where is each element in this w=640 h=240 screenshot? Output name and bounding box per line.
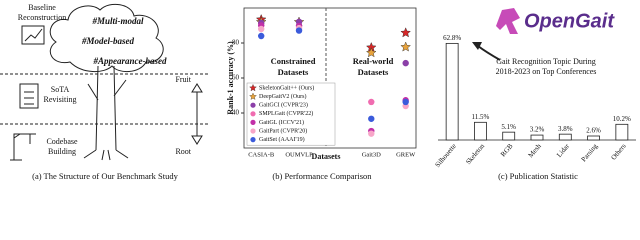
point xyxy=(368,130,375,137)
y-tick-label: 60 xyxy=(232,74,240,82)
panel-a xyxy=(0,3,210,161)
value-label: 11.5% xyxy=(472,113,490,121)
legend-marker xyxy=(249,92,257,100)
tree-tag: #Appearance-based xyxy=(93,56,167,66)
step-label: Reconstruction xyxy=(18,13,66,22)
y-tick-label: 40 xyxy=(232,109,240,117)
x-tick-label: Lidar xyxy=(555,142,571,159)
step-label: Revisiting xyxy=(44,95,77,104)
caption: (b) Performance Comparison xyxy=(272,171,372,181)
x-tick-label: GREW xyxy=(396,151,416,158)
bar xyxy=(587,135,600,141)
legend-label: GaitSet (AAAI'19) xyxy=(259,136,305,143)
bar xyxy=(474,121,487,141)
arrow-label: Root xyxy=(175,147,191,156)
step-label: Codebase xyxy=(46,137,78,146)
y-tick-label: 80 xyxy=(232,39,240,47)
chart-title: 2018-2023 on Top Conferences xyxy=(496,67,597,76)
logo: OpenGait xyxy=(524,10,615,32)
chart-title: Gait Recognition Topic During xyxy=(496,57,596,66)
value-label: 2.6% xyxy=(586,127,601,135)
annotation: Real-world xyxy=(353,56,394,66)
value-label: 62.8% xyxy=(443,34,461,42)
bar xyxy=(558,133,572,141)
legend-label: DeepGaitV2 (Ours) xyxy=(259,93,306,100)
point xyxy=(366,47,377,58)
point xyxy=(258,32,265,40)
annotation: Datasets xyxy=(358,67,389,77)
point xyxy=(400,27,411,38)
point xyxy=(400,41,411,52)
bar xyxy=(615,123,629,141)
x-tick-label: OUMVLP xyxy=(285,151,313,158)
step-label: Baseline xyxy=(28,3,56,12)
x-tick-label: RGB xyxy=(499,142,515,158)
legend-label: SMPLGait (CVPR'22) xyxy=(259,110,313,117)
tree-crown xyxy=(49,3,164,72)
point xyxy=(402,59,409,67)
legend-marker xyxy=(249,84,257,92)
point xyxy=(402,98,409,106)
x-tick-label: CASIA-B xyxy=(248,151,275,158)
chart-icon-line xyxy=(24,28,43,42)
x-tick-label: Mesh xyxy=(527,142,543,159)
point xyxy=(368,98,375,106)
chart-icon xyxy=(21,25,45,45)
clipboard-icon-lines xyxy=(24,91,34,105)
tree-tag: #Model-based xyxy=(81,36,134,46)
value-label: 10.2% xyxy=(613,115,631,123)
step-label: SoTA xyxy=(51,85,70,94)
clipboard-icon xyxy=(19,83,39,109)
caption: (a) The Structure of Our Benchmark Study xyxy=(32,171,178,181)
value-label: 5.1% xyxy=(501,123,516,131)
legend-label: GaitGCI (CVPR'23) xyxy=(259,102,308,109)
point xyxy=(368,115,375,122)
tree-trunk xyxy=(83,65,129,161)
annotation: Constrained xyxy=(271,56,316,66)
x-tick-label: Parsing xyxy=(580,142,600,164)
point xyxy=(295,27,303,34)
tree-tag: #Multi-modal xyxy=(91,16,144,26)
value-label: 3.8% xyxy=(558,125,573,133)
caption: (c) Publication Statistic xyxy=(498,171,578,181)
point xyxy=(258,25,265,33)
x-tick-label: Gait3D xyxy=(362,151,381,158)
pointer-arrow xyxy=(477,45,501,61)
step-label: Building xyxy=(48,147,76,156)
arrow-label: Fruit xyxy=(175,75,191,84)
crane-icon xyxy=(10,133,36,161)
x-tick-label: Silhouette xyxy=(434,142,458,169)
legend-label: GaitPart (CVPR'20) xyxy=(259,127,307,134)
annotation: Datasets xyxy=(278,67,309,77)
value-label: 3.2% xyxy=(530,126,545,134)
y-axis-label: Rank-1 accuracy (%) xyxy=(226,41,235,115)
bar xyxy=(530,134,544,141)
legend-label: GaitGL (ICCV'21) xyxy=(259,119,304,126)
x-axis-label: Datasets xyxy=(312,152,341,161)
figure: Baseline Reconstruction SoTA Revisiting … xyxy=(0,3,636,181)
x-tick-label: Skeleton xyxy=(464,142,486,166)
bar xyxy=(502,131,516,141)
logo-icon xyxy=(496,8,520,34)
legend-marker xyxy=(250,102,256,108)
pointer-arrow-head xyxy=(472,42,482,50)
legend-marker xyxy=(250,128,256,134)
legend-marker xyxy=(250,137,256,143)
legend-marker xyxy=(250,111,256,117)
legend xyxy=(246,82,336,146)
arrow-heads xyxy=(191,83,203,145)
x-tick-label: Others xyxy=(609,142,627,162)
bar xyxy=(445,42,459,141)
legend-marker xyxy=(250,119,256,125)
legend-label: SkeletonGait++ (Ours) xyxy=(259,84,314,91)
